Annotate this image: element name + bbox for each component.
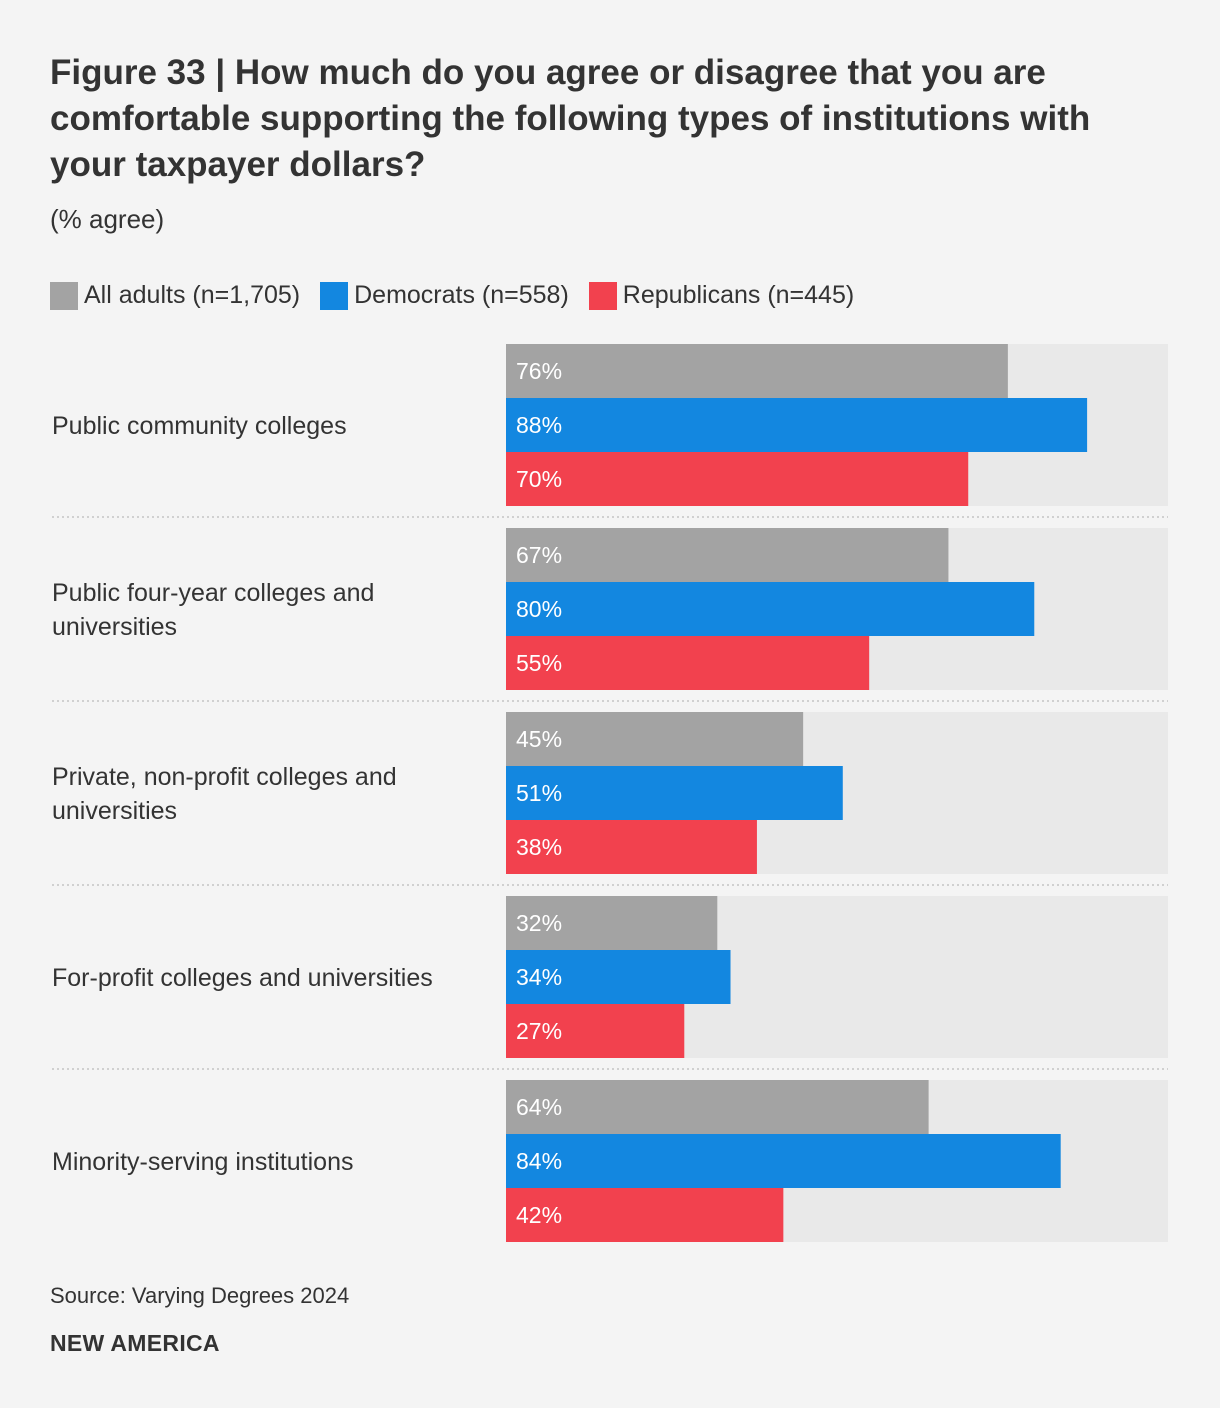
bar [506,766,843,820]
source-note: Source: Varying Degrees 2024 [50,1283,350,1308]
bar-chart: Public community colleges 76% 88% 70% Public… [52,344,1168,1242]
legend-label-democrats: Democrats (n=558) [354,281,569,309]
legend-item-all-adults: All adults (n=1,705) [50,281,300,310]
bar [506,1134,1061,1188]
bar [506,398,1088,452]
category-label: For-profit colleges and universities [52,964,433,992]
bar [506,820,757,874]
legend: All adults (n=1,705) Democrats (n=558) R… [50,281,874,310]
bar [506,896,718,950]
bar-value-label: 51% [516,780,562,806]
bar [506,950,731,1004]
bar [506,582,1035,636]
legend-swatch-republicans [588,281,617,310]
bar-value-label: 84% [516,1148,562,1174]
bar-value-label: 32% [516,910,562,936]
bar-value-label: 42% [516,1202,562,1228]
bar-value-label: 67% [516,542,562,568]
legend-swatch-democrats [320,281,349,310]
bar-value-label: 45% [516,726,562,752]
bar-value-label: 80% [516,596,562,622]
bar [506,528,949,582]
bar-value-label: 38% [516,834,562,860]
bar-value-label: 70% [516,466,562,492]
category-label: Minority-serving institutions [52,1148,354,1176]
bar-value-label: 27% [516,1018,562,1044]
legend-item-democrats: Democrats (n=558) [320,281,569,310]
chart-subtitle: (% agree) [50,204,165,234]
bar-value-label: 55% [516,650,562,676]
bar-value-label: 88% [516,412,562,438]
chart-title: Figure 33 | How much do you agree or dis… [50,53,1091,184]
category-label: Private, non-profit colleges and universi… [52,763,397,825]
bar-value-label: 34% [516,964,562,990]
bar [506,712,804,766]
legend-swatch-all-adults [50,281,78,310]
bar [506,452,969,506]
bar [506,636,870,690]
bar-value-label: 76% [516,358,562,384]
category-label: Public four-year colleges and universitie… [52,579,374,641]
bar [506,344,1008,398]
bar [506,1080,929,1134]
brand-logo-text: NEW AMERICA [50,1330,220,1356]
category-label: Public community colleges [52,412,347,440]
legend-label-all-adults: All adults (n=1,705) [84,281,301,309]
legend-item-republicans: Republicans (n=445) [588,281,855,310]
legend-label-republicans: Republicans (n=445) [622,281,855,309]
bar [506,1188,784,1242]
bar [506,1004,685,1058]
bar-value-label: 64% [516,1094,562,1120]
